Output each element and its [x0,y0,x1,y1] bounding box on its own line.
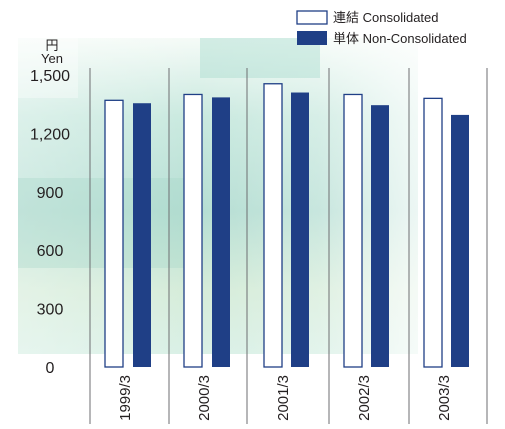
y-axis-ticks: 0 300 600 900 1,200 1,500 [30,68,70,377]
x-tick-label: 1999/3 [117,375,134,421]
y-unit-label-en: Yen [41,51,63,66]
y-tick-label: 1,200 [30,126,70,143]
legend-swatch-non-consolidated [297,31,327,45]
x-tick-label: 2001/3 [275,375,292,421]
bar-non-consolidated [133,103,151,367]
bar-non-consolidated [371,105,389,367]
bar-non-consolidated [212,97,230,368]
legend: 連結 Consolidated 単体 Non-Consolidated [296,10,467,46]
bar-consolidated [263,83,283,368]
bar-consolidated [343,93,363,368]
bar-consolidated [183,93,203,368]
bar-consolidated [104,99,124,368]
x-tick-label: 2002/3 [356,375,373,421]
legend-label-consolidated: 連結 Consolidated [333,10,439,25]
x-tick-label: 2000/3 [196,375,213,421]
bar-consolidated [423,97,443,368]
bar-series [104,83,469,368]
bar-non-consolidated [451,114,469,367]
x-axis-labels: 1999/3 2000/3 2001/3 2002/3 2003/3 [117,375,453,421]
legend-swatch-consolidated [296,10,328,25]
category-dividers [89,68,488,424]
y-tick-label: 300 [37,302,64,319]
y-tick-label: 900 [37,185,64,202]
y-tick-label: 600 [37,243,64,260]
bar-non-consolidated [291,92,309,368]
y-tick-label: 1,500 [30,68,70,85]
y-tick-label: 0 [46,360,55,377]
legend-label-non-consolidated: 単体 Non-Consolidated [333,31,467,46]
y-unit-label-jp: 円 [45,38,58,53]
x-tick-label: 2003/3 [436,375,453,421]
